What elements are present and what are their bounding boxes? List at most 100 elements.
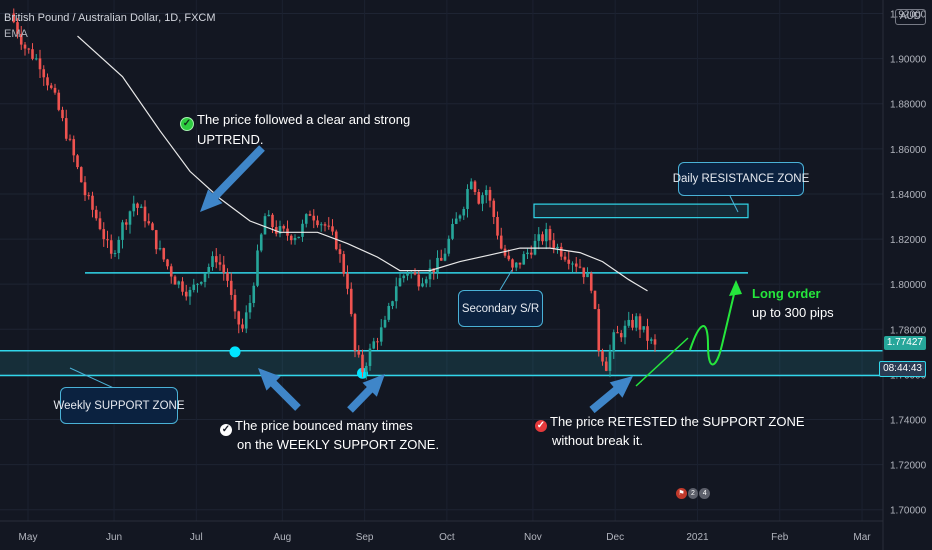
candle-body [511, 259, 514, 268]
candle-body [507, 255, 511, 260]
candle-body [323, 224, 327, 226]
y-tick-label: 1.72000 [890, 461, 927, 472]
candle-body [649, 339, 653, 341]
candle-body [109, 240, 113, 254]
candle-body [139, 206, 143, 208]
candle-body [241, 324, 244, 329]
candle-body [402, 275, 406, 279]
candle-body [424, 279, 428, 284]
candle-body [376, 341, 379, 343]
candle-body [46, 77, 49, 86]
candle-body [578, 266, 582, 268]
candle-body [488, 189, 492, 201]
candle-body [42, 69, 46, 78]
candle-body [188, 289, 192, 297]
candle-body [417, 274, 421, 287]
events-marker[interactable]: ⚑ 2 4 [676, 488, 711, 502]
candle-body [162, 248, 166, 260]
candle-body [559, 246, 563, 257]
candle-body [207, 266, 211, 274]
candle-body [64, 118, 68, 139]
secondary-sr-label: Secondary S/R [458, 290, 543, 327]
candle-body [608, 350, 612, 371]
y-tick-label: 1.74000 [890, 416, 927, 427]
candle-body [154, 230, 158, 250]
candle-body [244, 312, 248, 329]
candle-body [372, 341, 376, 349]
candle-body [87, 195, 91, 197]
ema-line [77, 35, 648, 292]
event-count: 4 [699, 488, 711, 499]
candle-body [556, 246, 559, 249]
candle-body [353, 314, 357, 351]
candle-body [301, 223, 304, 237]
x-tick-label: Oct [439, 532, 455, 543]
x-tick-label: Nov [524, 532, 542, 543]
candle-body [226, 272, 229, 281]
candle-body [177, 281, 181, 285]
candle-body [158, 248, 162, 250]
indicator-label: EMA [4, 28, 28, 40]
candle-body [121, 222, 124, 240]
candle-body [537, 234, 541, 241]
candle-body [593, 290, 597, 310]
candle-body [218, 262, 222, 265]
retest-note-line-2: without break it. [552, 433, 644, 448]
retest-note-line-1: The price RETESTED the SUPPORT ZONE [550, 414, 805, 429]
candle-body [379, 327, 383, 342]
candle-body [214, 256, 218, 263]
candle-body [484, 189, 488, 196]
weekly-label-pointer [69, 367, 119, 391]
candle-body [349, 288, 353, 315]
bounce-arrow-left [258, 368, 301, 411]
candle-body [526, 252, 529, 255]
countdown-badge: 08:44:43 [879, 361, 926, 377]
candle-body [199, 281, 203, 284]
bounce-arrow-right [347, 374, 385, 413]
candle-body [293, 237, 297, 241]
retest-arrow [589, 376, 633, 414]
candle-body [256, 250, 259, 286]
candle-body [31, 49, 34, 59]
candle-body [72, 139, 76, 156]
candle-body [68, 138, 72, 140]
candle-body [76, 155, 79, 168]
candle-body [541, 234, 544, 242]
check-icon: ✓ [180, 117, 194, 131]
candle-body [94, 209, 98, 219]
candle-body [308, 214, 312, 216]
retest-note: ✓ The price RETESTED the SUPPORT ZONE wit… [535, 413, 805, 449]
candle-body [391, 301, 394, 306]
secondary-label-pointer [499, 269, 513, 291]
bounce-note-line-1: The price bounced many times [235, 418, 413, 433]
candle-body [514, 262, 518, 268]
candle-body [548, 229, 552, 241]
candle-body [334, 231, 338, 250]
candle-body [642, 326, 646, 330]
candle-body [263, 216, 267, 235]
candle-body [196, 283, 199, 285]
candle-body [312, 215, 316, 221]
candle-body [102, 229, 106, 240]
weekly-support-label: Weekly SUPPORT ZONE [54, 387, 185, 424]
candle-body [428, 268, 432, 280]
candle-body [571, 263, 574, 265]
candle-body [477, 192, 481, 204]
candle-body [229, 280, 233, 295]
candle-body [233, 294, 237, 312]
y-tick-label: 1.70000 [890, 506, 927, 517]
currency-label[interactable]: AUD [894, 9, 926, 25]
event-flag-icon: ⚑ [676, 488, 687, 499]
candle-body [147, 221, 151, 224]
candle-body [529, 252, 533, 255]
candle-body [394, 286, 398, 302]
candle-body [271, 214, 274, 228]
candle-body [166, 259, 169, 267]
candle-body [499, 235, 503, 249]
candle-body [522, 254, 526, 265]
candle-body [653, 339, 657, 345]
candle-body [574, 263, 578, 267]
candle-body [23, 44, 27, 49]
chart-title: British Pound / Australian Dollar, 1D, F… [4, 12, 216, 24]
